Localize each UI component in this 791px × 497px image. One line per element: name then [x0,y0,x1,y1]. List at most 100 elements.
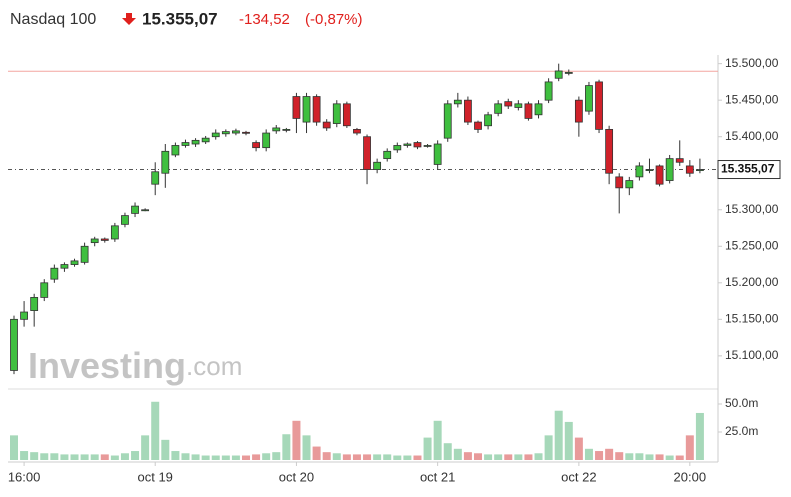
candle-body [131,205,139,214]
volume-bar [463,452,472,460]
volume-bar [141,435,150,460]
candle-body [312,96,321,123]
x-tick-label: oct 19 [138,469,173,484]
candle-body [141,209,150,212]
volume-bar [484,454,493,460]
volume-bar [30,452,39,460]
volume-bar [695,412,704,460]
volume-bar [332,453,341,460]
candle-body [453,99,462,105]
candle-body [675,158,684,163]
last-price: 15.355,07 [142,9,218,28]
volume-bar [211,455,220,460]
volume-bar [231,455,240,460]
candle-body [665,158,674,181]
candle-body [413,142,422,148]
candle-body [80,245,89,263]
candle-body [574,99,583,123]
candle-body [232,130,240,134]
candle-body [302,96,311,123]
volume-bar [564,421,573,460]
candle-body [554,70,563,79]
volume-bar [383,454,392,460]
volume-bar [221,455,230,460]
volume-bar [363,454,372,460]
volume-bar [595,451,604,460]
y-tick-label: 15.450,00 [725,92,779,106]
candle-body [363,136,371,170]
x-tick-label: oct 20 [279,469,314,484]
change: -134,52 [239,11,290,28]
volume-bar [554,410,563,460]
candle-body [504,101,513,107]
volume-bar [171,451,180,460]
watermark-brand: Investing [28,345,186,386]
candle-body [221,131,230,135]
volume-bar [252,454,261,460]
candle-body [433,143,442,165]
volume-tick-label: 50.0m [725,396,758,410]
volume-bar [524,454,533,460]
volume-bar [403,455,412,460]
volume-bar [20,451,29,460]
candle-body [181,142,190,146]
candle-body [10,318,18,371]
candle-body [191,139,200,145]
y-tick-label: 15.200,00 [725,275,779,289]
y-tick-label: 15.500,00 [725,56,779,70]
volume-bar [342,454,351,460]
candle-body [40,282,49,298]
candle-body [564,72,573,74]
candle-body [474,121,482,130]
candle-body [161,150,170,174]
volume-bar [151,401,160,460]
candle-body [60,264,69,269]
candle-body [635,165,644,178]
candle-body [151,171,160,185]
candle-body [100,238,109,241]
y-tick-label: 15.150,00 [725,312,779,326]
volume-bar [40,453,49,460]
candle-body [242,131,250,134]
volume-bar [635,453,644,460]
volume-bar [675,455,684,460]
volume-bar [514,454,523,460]
volume-bar [453,448,462,460]
candle-body [90,238,99,244]
volume-bar [302,435,311,460]
candle-body [332,103,341,124]
candle-body [201,137,210,143]
candle-body [383,150,392,160]
volume-bar [373,454,382,460]
volume-bar [433,420,442,460]
x-tick-label: 16:00 [8,469,41,484]
volume-tick-label: 25.0m [725,424,758,438]
volume-bar [191,454,200,460]
volume-bar [655,454,664,460]
last-price-box [717,160,781,180]
volume-bar [262,453,271,460]
candle-body [423,145,432,147]
volume-bar [100,454,109,460]
watermark-suffix: .com [186,351,242,381]
volume-bar [60,454,69,460]
candle-body [20,311,28,320]
volume-bar [504,454,513,460]
volume-bar [574,437,583,460]
last-price-label: 15.355,07 [721,162,775,176]
volume-bar [120,453,129,460]
watermark: Investing.com [28,345,242,386]
candle-body [696,169,704,171]
candle-body [655,165,664,185]
volume-bar [544,435,553,460]
candle-body [322,121,331,129]
volume-bar [312,446,321,460]
volume-bar [50,453,59,460]
candle-body [121,215,129,225]
down-arrow [122,13,136,25]
candle-body [615,176,624,189]
candle-body [514,103,523,108]
volume-bar [181,453,190,460]
candle-body [211,132,220,138]
